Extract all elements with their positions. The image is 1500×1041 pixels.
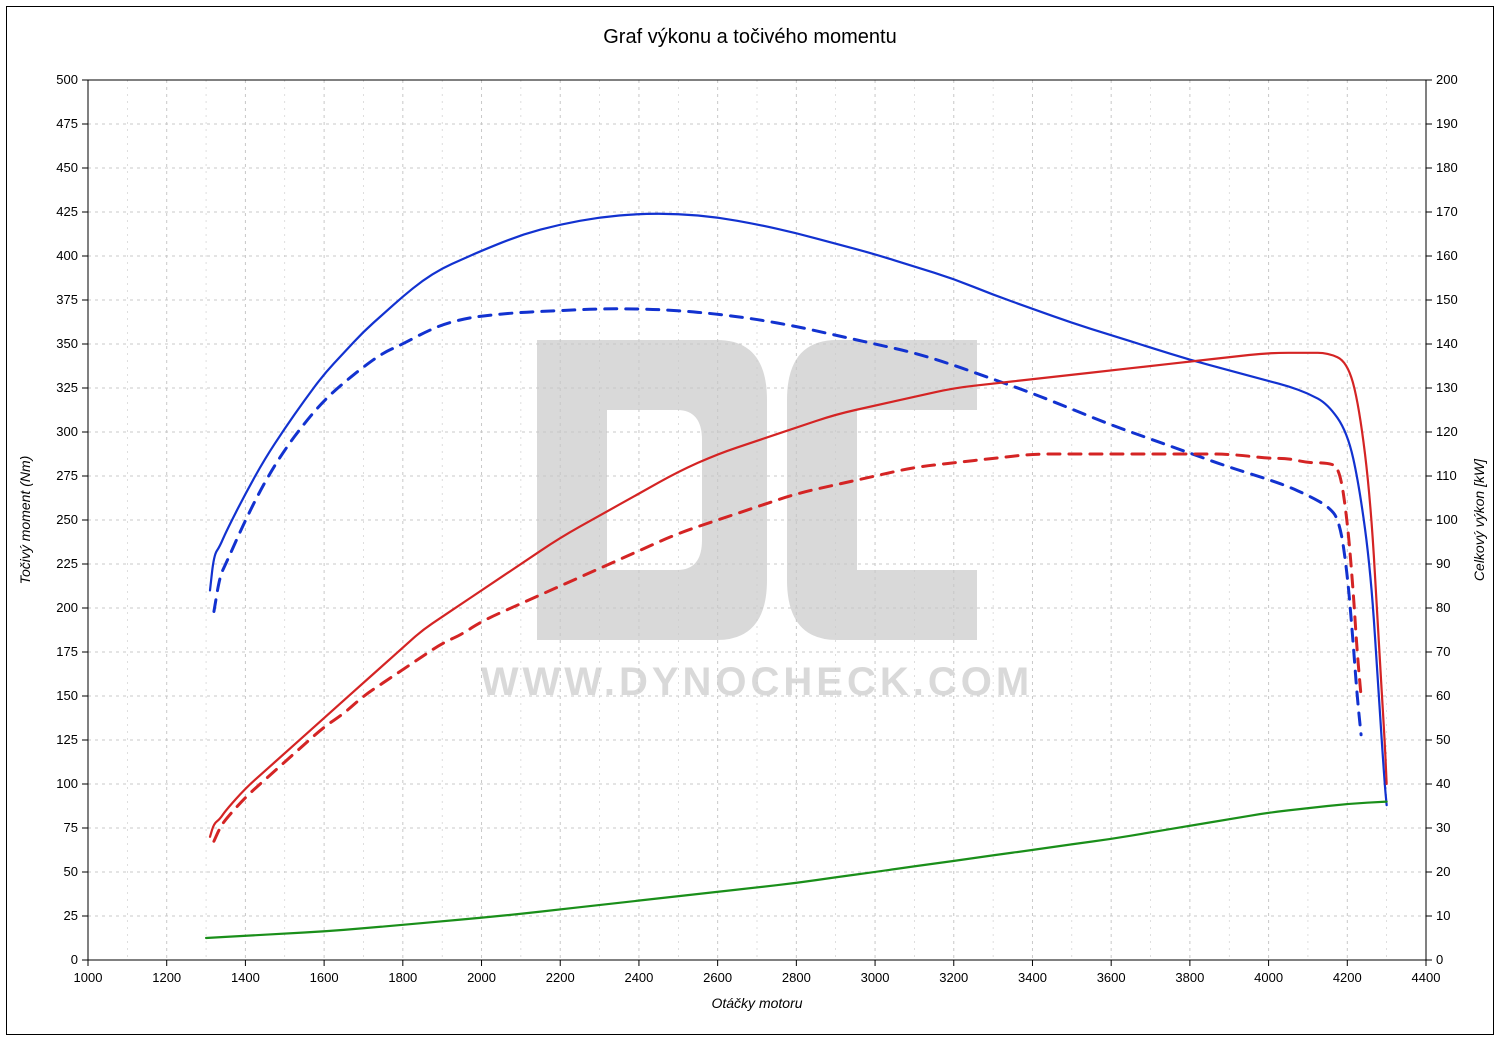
svg-text:40: 40 [1436, 776, 1450, 791]
svg-text:450: 450 [56, 160, 78, 175]
svg-text:325: 325 [56, 380, 78, 395]
svg-text:160: 160 [1436, 248, 1458, 263]
svg-text:3200: 3200 [939, 970, 968, 985]
svg-text:100: 100 [56, 776, 78, 791]
svg-text:50: 50 [64, 864, 78, 879]
svg-text:150: 150 [56, 688, 78, 703]
svg-text:150: 150 [1436, 292, 1458, 307]
svg-text:25: 25 [64, 908, 78, 923]
svg-text:60: 60 [1436, 688, 1450, 703]
svg-text:2000: 2000 [467, 970, 496, 985]
svg-text:1400: 1400 [231, 970, 260, 985]
svg-text:225: 225 [56, 556, 78, 571]
page: Graf výkonu a točivého momentu WWW.DYNOC… [0, 0, 1500, 1041]
svg-text:0: 0 [1436, 952, 1443, 967]
svg-text:170: 170 [1436, 204, 1458, 219]
svg-text:100: 100 [1436, 512, 1458, 527]
svg-text:2600: 2600 [703, 970, 732, 985]
svg-text:200: 200 [56, 600, 78, 615]
svg-text:140: 140 [1436, 336, 1458, 351]
svg-text:1800: 1800 [388, 970, 417, 985]
svg-text:125: 125 [56, 732, 78, 747]
svg-text:75: 75 [64, 820, 78, 835]
svg-text:70: 70 [1436, 644, 1450, 659]
svg-text:1200: 1200 [152, 970, 181, 985]
svg-text:110: 110 [1436, 468, 1457, 483]
svg-text:10: 10 [1436, 908, 1450, 923]
svg-text:2400: 2400 [624, 970, 653, 985]
svg-text:500: 500 [56, 72, 78, 87]
svg-text:2800: 2800 [782, 970, 811, 985]
svg-text:4000: 4000 [1254, 970, 1283, 985]
svg-text:2200: 2200 [546, 970, 575, 985]
svg-text:3400: 3400 [1018, 970, 1047, 985]
y-right-axis-label: Celkový výkon [kW] [1471, 458, 1487, 581]
svg-text:4400: 4400 [1412, 970, 1441, 985]
svg-text:4200: 4200 [1333, 970, 1362, 985]
svg-text:425: 425 [56, 204, 78, 219]
svg-text:3600: 3600 [1097, 970, 1126, 985]
svg-text:175: 175 [56, 644, 78, 659]
svg-text:475: 475 [56, 116, 78, 131]
svg-text:200: 200 [1436, 72, 1458, 87]
svg-text:3800: 3800 [1175, 970, 1204, 985]
svg-text:80: 80 [1436, 600, 1450, 615]
svg-text:190: 190 [1436, 116, 1458, 131]
svg-text:120: 120 [1436, 424, 1458, 439]
svg-text:30: 30 [1436, 820, 1450, 835]
x-axis-label: Otáčky motoru [711, 995, 802, 1011]
svg-text:400: 400 [56, 248, 78, 263]
dyno-chart: WWW.DYNOCHECK.COM10001200140016001800200… [0, 0, 1500, 1041]
svg-text:1000: 1000 [74, 970, 103, 985]
svg-text:250: 250 [56, 512, 78, 527]
svg-text:50: 50 [1436, 732, 1450, 747]
svg-text:300: 300 [56, 424, 78, 439]
y-left-axis-label: Točivý moment (Nm) [17, 456, 33, 585]
svg-text:130: 130 [1436, 380, 1458, 395]
svg-text:375: 375 [56, 292, 78, 307]
svg-text:0: 0 [71, 952, 78, 967]
svg-text:180: 180 [1436, 160, 1458, 175]
svg-text:3000: 3000 [861, 970, 890, 985]
svg-text:20: 20 [1436, 864, 1450, 879]
svg-text:350: 350 [56, 336, 78, 351]
svg-text:275: 275 [56, 468, 78, 483]
svg-text:90: 90 [1436, 556, 1450, 571]
svg-text:1600: 1600 [310, 970, 339, 985]
